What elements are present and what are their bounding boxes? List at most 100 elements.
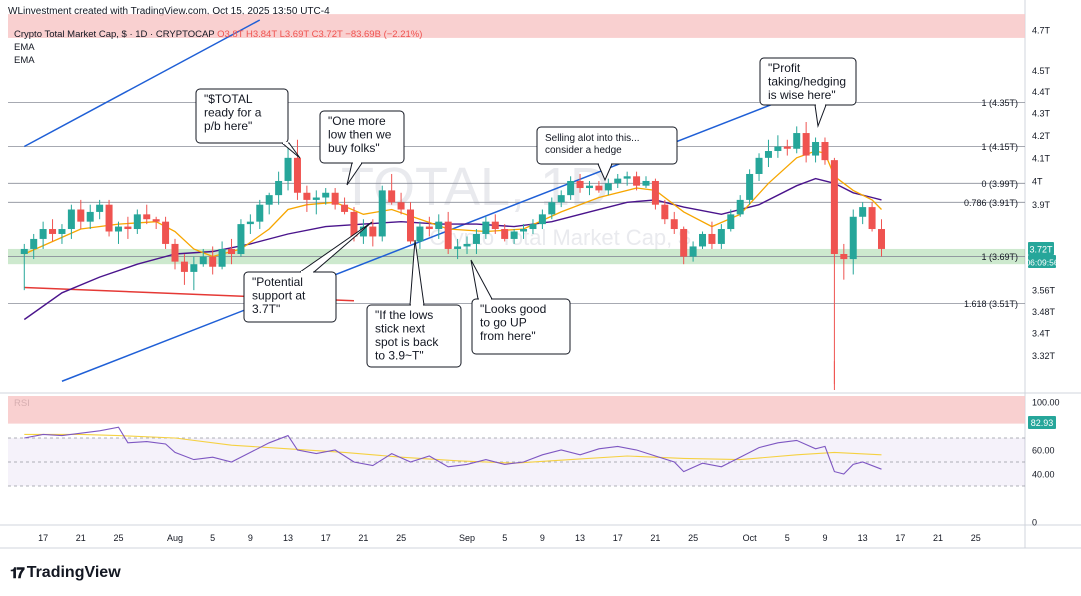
candle-body	[651, 180, 659, 205]
candle-body	[642, 180, 650, 186]
candle-body	[180, 261, 188, 272]
fib-level-label: 1.618 (3.51T)	[964, 299, 1018, 309]
candle-body	[491, 221, 499, 230]
candle	[576, 173, 584, 193]
candle-body	[623, 176, 631, 179]
price-tick-label: 4.4T	[1032, 87, 1051, 97]
candle	[114, 221, 122, 244]
annotation-line: consider a hedge	[545, 145, 622, 156]
candle	[293, 139, 301, 200]
candle-body	[802, 133, 810, 156]
candle	[397, 192, 405, 215]
candle	[284, 144, 292, 191]
candle	[265, 192, 273, 215]
candle-body	[96, 204, 104, 212]
candle-body	[114, 226, 122, 232]
annotation-line: "Looks good	[480, 302, 546, 316]
candle-body	[209, 256, 217, 267]
candle	[124, 216, 132, 239]
candle-body	[312, 197, 320, 200]
candle	[331, 188, 339, 210]
legend-symbol: Crypto Total Market Cap, $ · 1D · CRYPTO…	[14, 29, 217, 40]
candle	[538, 209, 546, 230]
candle	[209, 246, 217, 275]
candle-body	[501, 229, 509, 239]
candle	[642, 176, 650, 189]
legend: Crypto Total Market Cap, $ · 1D · CRYPTO…	[14, 29, 422, 66]
candle	[359, 219, 367, 244]
ema-slow-line	[23, 177, 882, 321]
candle-body	[77, 209, 85, 222]
price-tick-label: 3.4T	[1032, 329, 1051, 339]
candle-body	[774, 146, 782, 152]
price-tick-label: 4.2T	[1032, 131, 1051, 141]
annotation-line: "Potential	[252, 275, 303, 289]
current-price-badge	[1028, 241, 1054, 255]
candle-body	[633, 176, 641, 186]
tradingview-logo: 𝟏𝟕 TradingView	[10, 564, 121, 582]
candle	[67, 204, 75, 239]
candle-body	[482, 221, 490, 234]
candle-body	[793, 133, 801, 149]
candle	[275, 171, 283, 205]
candle-body	[256, 204, 264, 222]
candle	[20, 243, 28, 291]
tradingview-logo-icon: 𝟏𝟕	[10, 564, 25, 582]
fib-level-label: 1 (4.15T)	[981, 142, 1018, 152]
candle	[180, 254, 188, 285]
candle	[30, 233, 38, 260]
candle	[670, 211, 678, 234]
candle	[661, 199, 669, 225]
annotation-line: is wise here"	[768, 88, 836, 102]
candle	[830, 157, 838, 385]
candle	[548, 197, 556, 220]
candle-body	[124, 226, 132, 230]
candle-body	[293, 157, 301, 193]
candle-body	[585, 185, 593, 189]
rsi-overbought-band	[8, 396, 1025, 424]
time-tick-label: 17	[895, 533, 905, 543]
candle-body	[58, 229, 66, 234]
candle	[774, 135, 782, 158]
candle-body	[783, 146, 791, 149]
candle-body	[878, 229, 885, 249]
candle-body	[407, 209, 414, 242]
candle	[378, 185, 386, 242]
annotation-box	[759, 57, 857, 106]
candle	[623, 171, 631, 186]
candle	[727, 209, 735, 232]
rsi-current-badge	[1028, 415, 1056, 429]
candle	[133, 209, 141, 234]
annotation-line: stick next	[375, 322, 426, 336]
candle	[303, 185, 311, 212]
candle-body	[350, 211, 358, 237]
candle-body	[190, 264, 198, 272]
candle-body	[868, 207, 876, 230]
time-tick-label: 25	[396, 533, 406, 543]
time-tick-label: 9	[248, 533, 253, 543]
candle-body	[30, 238, 38, 249]
candle	[416, 221, 424, 249]
ohlc-l: L3.69T	[280, 29, 312, 40]
candle-body	[303, 192, 311, 200]
annotation-box	[195, 88, 289, 144]
annotation-line: support at	[252, 289, 306, 303]
price-tick-label: 4.1T	[1032, 153, 1051, 163]
candle-body	[736, 199, 744, 215]
time-tick-label: 13	[575, 533, 585, 543]
countdown-badge	[1028, 254, 1056, 268]
candle-body	[444, 221, 452, 249]
annotation-line: spot is back	[375, 335, 439, 349]
time-tick-label: 9	[822, 533, 827, 543]
candle	[246, 214, 254, 234]
annotation-line: "If the lows	[375, 308, 433, 322]
rsi-line	[24, 426, 882, 475]
candle	[604, 178, 612, 196]
candle	[49, 219, 57, 242]
credit-text: WLinvestment created with TradingView.co…	[8, 6, 330, 17]
candle-body	[86, 211, 94, 222]
